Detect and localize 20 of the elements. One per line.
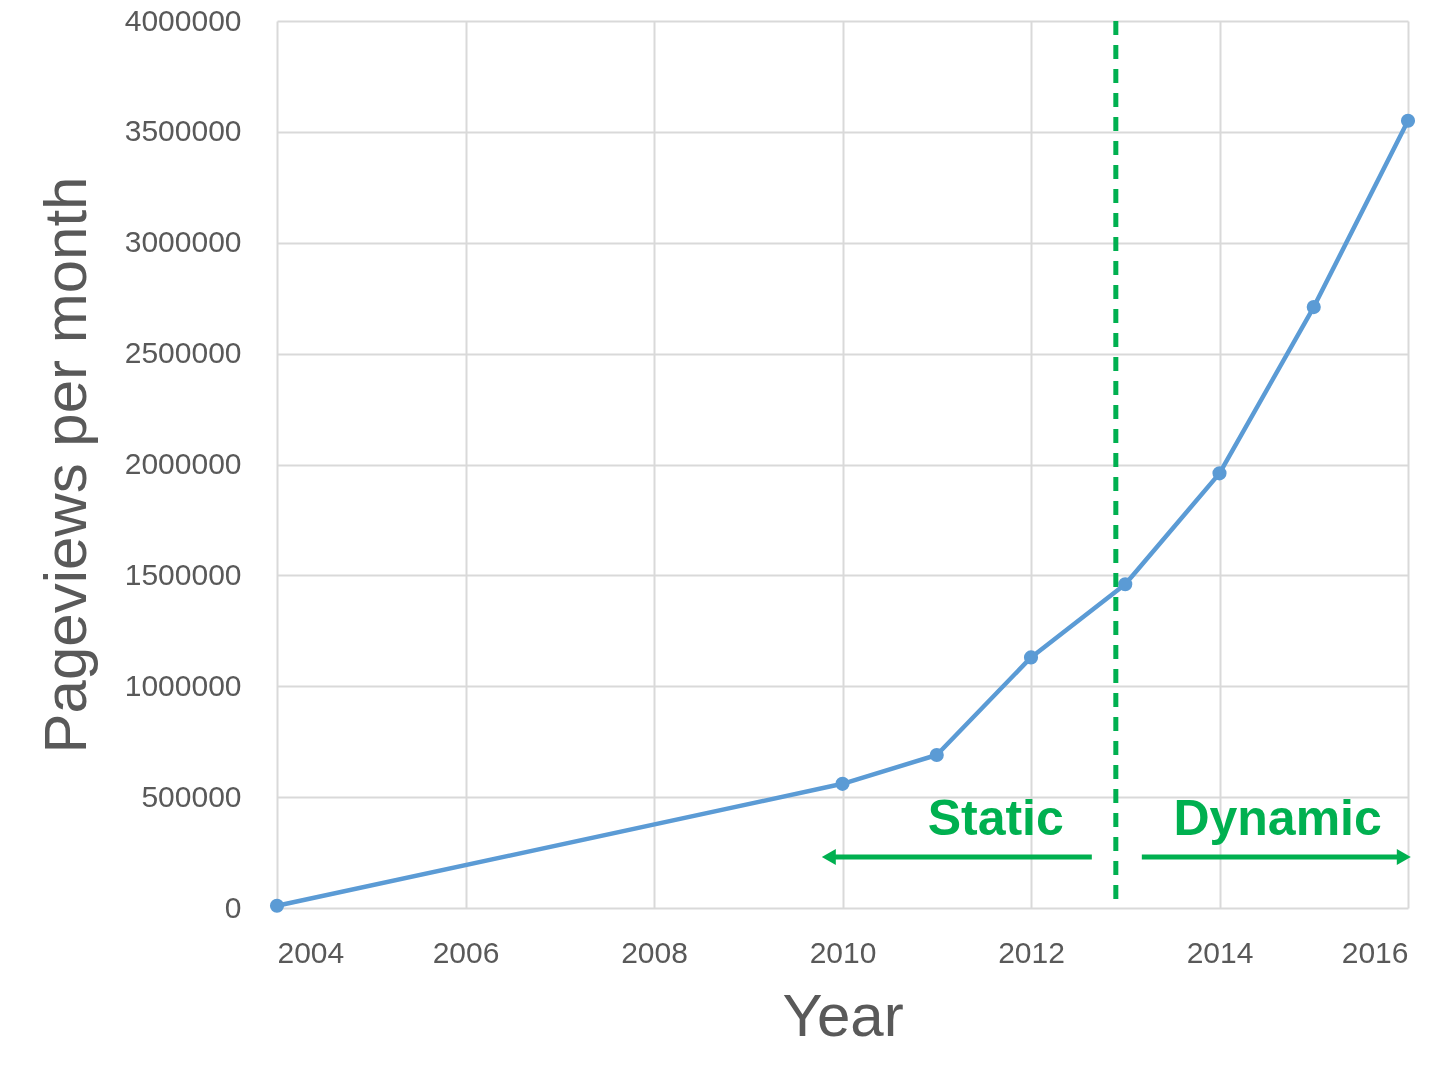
x-tick-label: 2006 — [432, 935, 500, 969]
annotation: Static — [927, 790, 1064, 846]
y-tick-label: 3500000 — [124, 114, 242, 148]
y-axis-title: Pageviews per month — [31, 176, 99, 754]
y-tick-label: 500000 — [141, 779, 242, 813]
x-tick-label: 2008 — [621, 935, 688, 969]
y-tick-label: 1500000 — [124, 557, 242, 591]
y-tick-label: 2000000 — [124, 447, 242, 480]
x-tick-label: 2014 — [1186, 935, 1254, 969]
y-tick-label: 4000000 — [124, 3, 242, 37]
annotation: Dynamic — [1173, 790, 1382, 846]
y-tick-label: 2500000 — [124, 336, 242, 370]
y-tick-label: 1000000 — [124, 668, 242, 702]
y-tick-label: 0 — [224, 890, 242, 924]
x-tick-label: 2010 — [809, 935, 877, 969]
x-axis-title: Year — [782, 981, 904, 1049]
y-tick-label: 3000000 — [124, 225, 242, 259]
x-tick-label: 2004 — [277, 935, 345, 969]
x-tick-label: 2016 — [1341, 935, 1409, 969]
x-tick-label: 2012 — [998, 935, 1065, 969]
